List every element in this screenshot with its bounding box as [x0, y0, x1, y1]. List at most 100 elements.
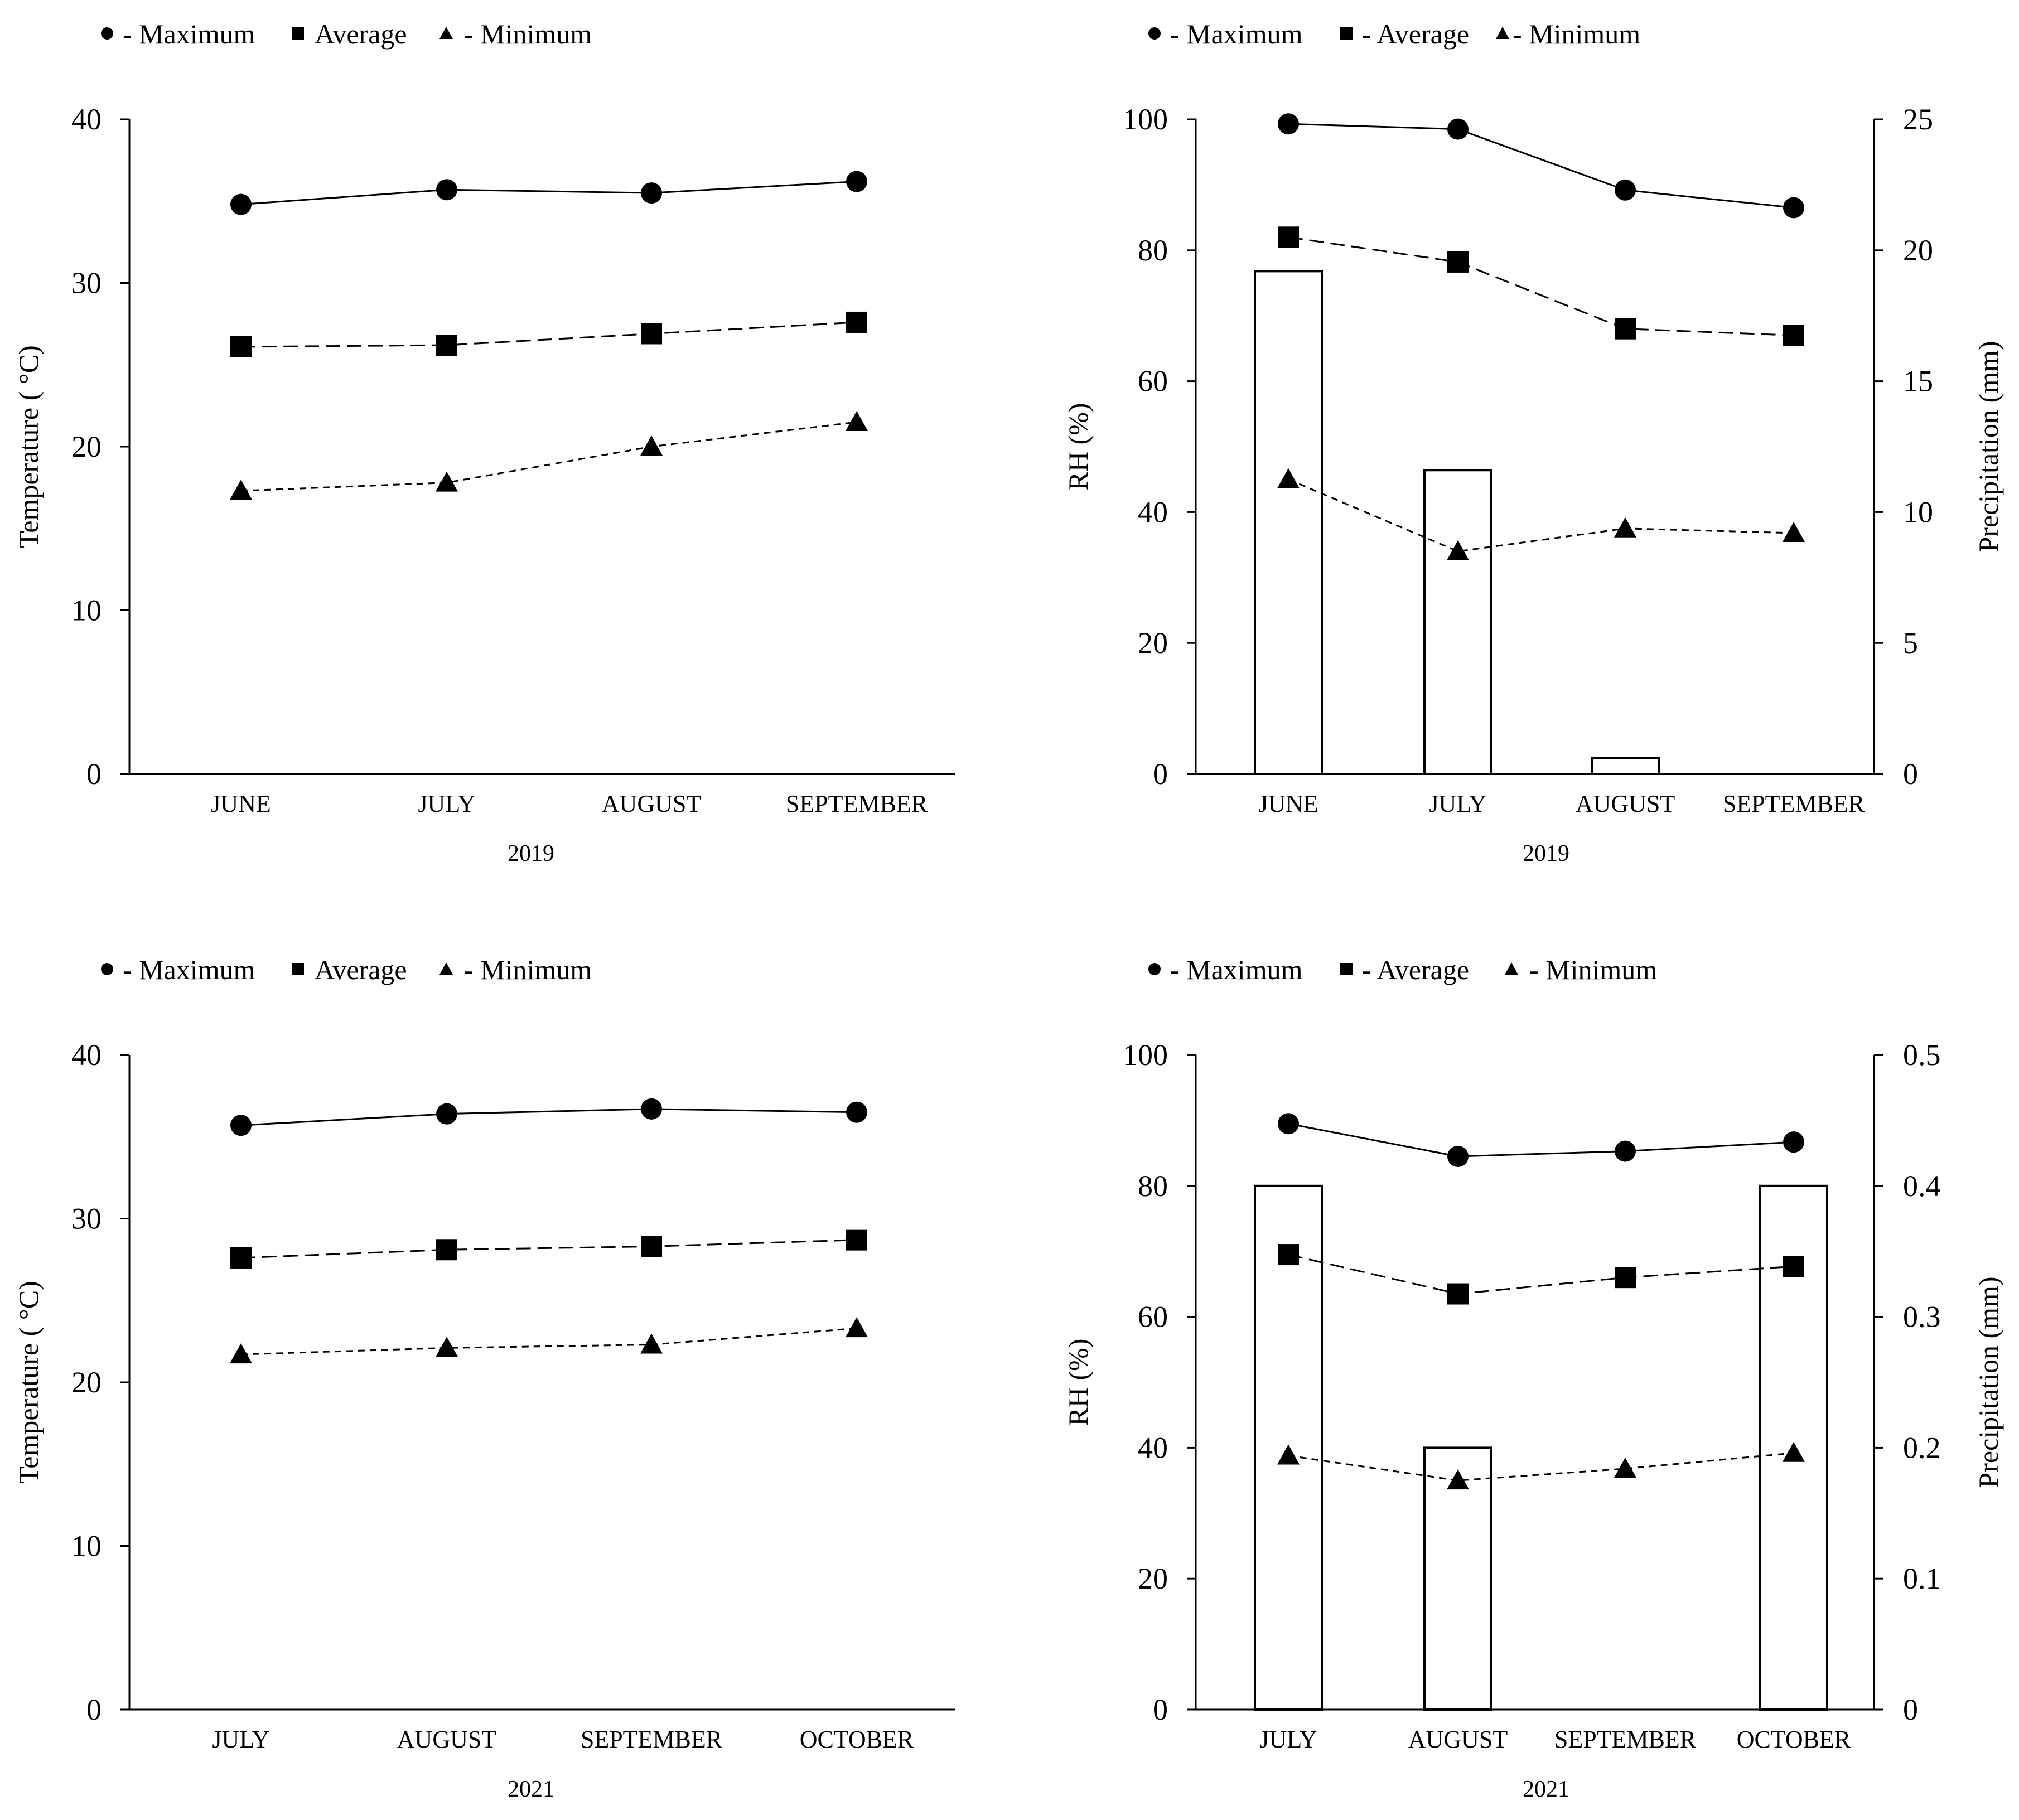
series-maximum — [230, 171, 867, 215]
y-tick-label: 30 — [71, 267, 102, 300]
point-average — [436, 335, 457, 356]
legend-label: - Average — [1362, 18, 1469, 50]
y-tick-label: 100 — [1123, 1038, 1168, 1072]
y-tick-label: 0 — [86, 1693, 102, 1726]
x-tick-label: AUGUST — [1576, 790, 1675, 817]
point-maximum — [846, 171, 867, 192]
y-axis-title: RH (%) — [1062, 1339, 1094, 1426]
legend-label: - Minimum — [1513, 18, 1640, 50]
legend-marker-square — [292, 27, 304, 40]
y-tick-label: 40 — [1138, 495, 1168, 529]
point-average — [846, 1229, 867, 1251]
y-tick-label: 40 — [71, 1038, 102, 1072]
point-maximum — [641, 182, 662, 204]
y-tick-label: 20 — [71, 1366, 102, 1399]
legend-marker-square — [292, 963, 304, 975]
y-tick-label: 0 — [1153, 1693, 1168, 1726]
legend-marker-triangle — [1496, 27, 1509, 39]
point-minimum — [1447, 540, 1469, 560]
point-minimum — [230, 480, 252, 500]
legend-label: - Minimum — [464, 18, 592, 50]
x-tick-label: AUGUST — [397, 1726, 497, 1753]
y-tick-label: 20 — [1138, 1562, 1168, 1595]
x-axis-title: 2021 — [508, 1777, 554, 1802]
point-maximum — [1278, 113, 1299, 135]
series-average — [230, 311, 867, 357]
point-maximum — [1447, 118, 1469, 140]
point-minimum — [640, 435, 663, 456]
y-tick-label: 60 — [1138, 1300, 1168, 1334]
x-tick-label: AUGUST — [602, 790, 702, 817]
y-tick-label: 10 — [71, 1529, 102, 1563]
point-average — [436, 1239, 457, 1261]
y-tick-label: 0 — [1153, 757, 1168, 791]
y-tick-label: 40 — [1138, 1431, 1168, 1464]
point-minimum — [640, 1333, 663, 1354]
series-average — [1278, 226, 1804, 346]
y2-tick-label: 0.4 — [1903, 1169, 1941, 1203]
point-minimum — [846, 410, 868, 431]
y2-tick-label: 0.2 — [1903, 1431, 1941, 1464]
y2-tick-label: 10 — [1903, 495, 1933, 529]
y2-axis-title: Precipitation (mm) — [1973, 1276, 2004, 1488]
point-maximum — [1278, 1113, 1299, 1135]
x-tick-label: JUNE — [211, 790, 271, 817]
x-tick-label: SEPTEMBER — [581, 1726, 723, 1753]
point-minimum — [1447, 1469, 1469, 1490]
x-tick-label: OCTOBER — [800, 1726, 914, 1753]
y-tick-label: 20 — [71, 430, 102, 463]
point-average — [230, 336, 252, 357]
x-tick-label: JULY — [212, 1726, 269, 1753]
point-maximum — [1615, 179, 1636, 201]
point-average — [1447, 1283, 1469, 1305]
point-minimum — [230, 1343, 252, 1364]
series-line-minimum — [1288, 478, 1794, 553]
point-average — [1615, 318, 1636, 340]
point-maximum — [1783, 197, 1804, 219]
point-minimum — [1277, 468, 1300, 488]
series-minimum — [230, 410, 868, 500]
y-tick-label: 40 — [71, 103, 102, 136]
point-average — [846, 311, 867, 333]
legend-label: - Average — [1362, 954, 1469, 985]
legend-label: Average — [315, 18, 407, 50]
series-maximum — [1278, 113, 1804, 219]
y-tick-label: 0 — [86, 757, 102, 791]
y2-tick-label: 20 — [1903, 234, 1933, 267]
y-tick-label: 20 — [1138, 626, 1168, 660]
series-line-average — [240, 1239, 857, 1259]
x-tick-label: JUNE — [1258, 790, 1318, 817]
legend-marker-circle — [1148, 963, 1161, 975]
point-minimum — [1614, 517, 1636, 538]
legend: - Maximum Average - Minimum — [101, 954, 592, 985]
y-axis-title: Temperature ( °C) — [13, 345, 44, 548]
chart-panel-bottom-right: - Maximum - Average - Minimum 0 20 40 60 80 100 R… — [1062, 954, 2004, 1802]
series-line-maximum — [240, 1108, 857, 1126]
legend-marker-square — [1340, 27, 1353, 40]
series-line-maximum — [240, 181, 857, 206]
point-average — [230, 1247, 252, 1269]
legend: - Maximum - Average - Minimum — [1148, 18, 1640, 50]
y2-tick-label: 5 — [1903, 626, 1918, 660]
y-tick-label: 100 — [1123, 103, 1168, 136]
x-tick-label: JULY — [1259, 1726, 1317, 1753]
point-minimum — [436, 471, 458, 492]
series-line-average — [240, 321, 857, 348]
chart-panel-bottom-left: - Maximum Average - Minimum 0 10 20 30 40 Temper… — [13, 954, 955, 1802]
point-average — [1278, 226, 1299, 248]
legend-label: - Maximum — [1170, 954, 1303, 985]
legend-marker-circle — [101, 27, 113, 40]
chart-panel-top-left: - Maximum Average - Minimum 0 10 20 30 40 Temper… — [13, 18, 955, 867]
point-maximum — [1783, 1131, 1804, 1153]
legend-label: - Maximum — [1170, 18, 1303, 50]
legend: - Maximum Average - Minimum — [101, 18, 592, 50]
y2-tick-label: 15 — [1903, 365, 1933, 398]
precipitation-bar — [1423, 1446, 1492, 1711]
y2-tick-label: 25 — [1903, 103, 1933, 136]
x-tick-label: JULY — [1429, 790, 1486, 817]
series-line-average — [1288, 236, 1794, 336]
y-tick-label: 10 — [71, 594, 102, 627]
y-tick-label: 80 — [1138, 1169, 1168, 1203]
series-minimum — [230, 1317, 868, 1364]
y-tick-label: 60 — [1138, 365, 1168, 398]
